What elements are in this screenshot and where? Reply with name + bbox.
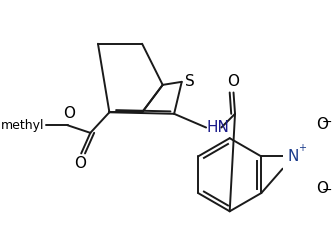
Text: methyl: methyl	[0, 119, 44, 132]
Text: HN: HN	[206, 120, 229, 135]
Text: O: O	[316, 117, 328, 132]
Text: O: O	[316, 181, 328, 196]
Text: N: N	[288, 149, 299, 164]
Text: O: O	[227, 74, 239, 89]
Text: −: −	[322, 116, 332, 129]
Text: O: O	[74, 156, 86, 171]
Text: O: O	[63, 106, 75, 121]
Text: +: +	[298, 143, 306, 153]
Text: −: −	[322, 184, 332, 197]
Text: S: S	[185, 74, 194, 89]
